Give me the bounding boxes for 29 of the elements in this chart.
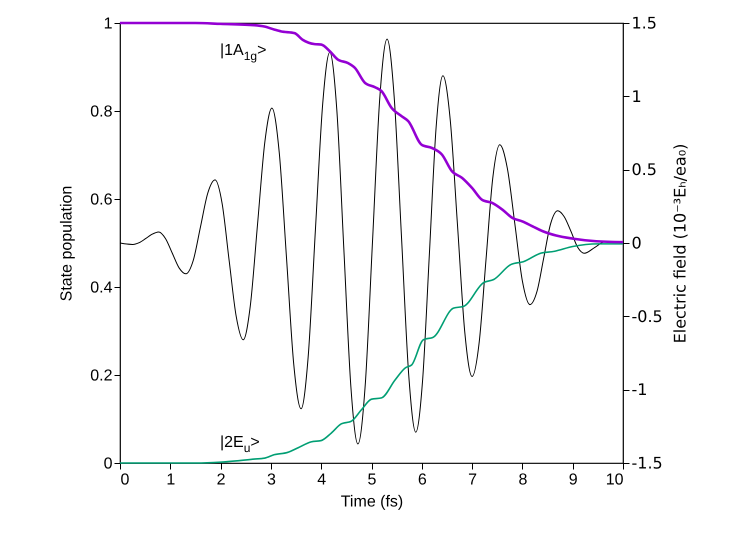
x-tick-label: 4 xyxy=(317,472,326,488)
y-tick-label: 0.8 xyxy=(90,104,113,120)
x-tick-label: 1 xyxy=(166,472,176,488)
x-tick-label: 2 xyxy=(216,472,226,488)
y-tick-label: 0.4 xyxy=(90,280,113,296)
y2-axis-title: Electric field (10⁻³Eₕ/ea₀) xyxy=(670,144,690,344)
y2-tick-label: -1 xyxy=(632,380,648,400)
y-tick-label: 0 xyxy=(104,456,113,472)
x-axis-title: Time (fs) xyxy=(340,494,404,510)
x-tick-label: 0 xyxy=(120,472,130,488)
x-tick-label: 10 xyxy=(606,472,624,488)
x-tick-label: 8 xyxy=(518,472,528,488)
x-tick-label: 9 xyxy=(568,472,578,488)
x-tick-label: 5 xyxy=(368,472,377,488)
y-tick-label: 0.6 xyxy=(90,192,113,208)
line-series xyxy=(118,22,624,244)
y-tick-label: 0.2 xyxy=(90,368,113,384)
y-axis-title: State population xyxy=(58,186,76,302)
y2-tick-label: 1 xyxy=(632,86,642,106)
y2-tick-label: 0.5 xyxy=(632,160,657,180)
y2-tick-label: -0.5 xyxy=(632,306,663,326)
line-series xyxy=(119,243,624,464)
y2-tick-label: -1.5 xyxy=(632,454,663,472)
x-tick-label: 3 xyxy=(266,472,276,488)
y2-tick-label: 0 xyxy=(632,234,642,252)
x-tick-label: 6 xyxy=(418,472,427,488)
y-tick-label: 1 xyxy=(104,16,113,32)
x-tick-label: 7 xyxy=(468,472,478,488)
y2-tick-label: 1.5 xyxy=(632,14,657,32)
